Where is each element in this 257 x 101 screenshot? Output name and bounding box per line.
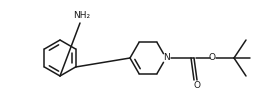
- Text: N: N: [163, 54, 169, 63]
- Text: NH₂: NH₂: [74, 11, 90, 19]
- Text: O: O: [194, 80, 200, 89]
- Text: O: O: [208, 54, 216, 63]
